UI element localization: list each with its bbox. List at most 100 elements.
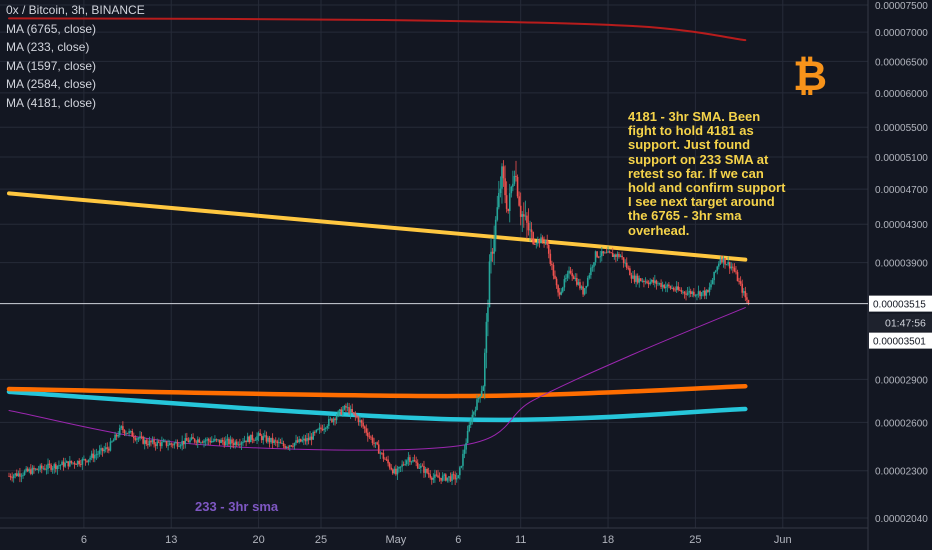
candle-body (585, 285, 587, 289)
legend-ma-6765[interactable]: MA (6765, close) (6, 21, 97, 36)
candle-body (89, 457, 91, 460)
candle-body (44, 468, 46, 470)
candle-body (669, 286, 672, 289)
candle-body (225, 440, 227, 446)
candle-body (201, 442, 204, 444)
candle-body (610, 252, 612, 254)
candle-body (212, 440, 215, 442)
candle-body (421, 465, 424, 467)
candle-body (50, 465, 52, 470)
candle-body (131, 430, 134, 437)
candle-body (387, 459, 389, 464)
candle-body (56, 465, 59, 470)
candle-body (688, 290, 690, 293)
candle-body (17, 473, 20, 477)
legend-ma-1597[interactable]: MA (1597, close) (6, 58, 97, 73)
candle-body (154, 444, 157, 446)
candle-body (382, 453, 385, 459)
candle-body (393, 468, 396, 474)
candle-body (176, 442, 179, 447)
legend-ma-4181[interactable]: MA (4181, close) (6, 95, 97, 110)
candle-body (395, 468, 397, 475)
candle-body (682, 291, 684, 293)
legend-title[interactable]: 0x / Bitcoin, 3h, BINANCE (6, 3, 145, 17)
candle-body (733, 267, 736, 272)
candle-body (16, 473, 18, 477)
candle-body (527, 222, 530, 231)
candle-body (616, 253, 619, 257)
price-tick-label: 0.00005500 (875, 123, 928, 134)
candle-body (508, 193, 511, 212)
candle-body (621, 255, 623, 258)
candle-body (254, 439, 257, 441)
low-price-tag (869, 332, 932, 349)
candle-body (148, 440, 151, 446)
candle-body (28, 469, 31, 472)
candle-body (240, 442, 243, 445)
price-tick-label: 0.00004300 (875, 220, 928, 231)
candle-body (686, 292, 689, 295)
candle-body (427, 472, 430, 475)
candle-body (108, 448, 110, 451)
candle-body (207, 439, 210, 441)
candle-body (675, 286, 678, 291)
candle-body (491, 251, 494, 254)
candle-body (268, 437, 271, 443)
candle-body (513, 175, 516, 184)
chart-legend: 0x / Bitcoin, 3h, BINANCE MA (6765, clos… (6, 1, 145, 112)
candle-body (591, 266, 594, 268)
price-tick-label: 0.00002040 (875, 514, 928, 525)
candle-body (250, 434, 252, 443)
candle-body (109, 441, 112, 451)
candle-body (601, 251, 603, 257)
candle-body (430, 477, 433, 480)
candle-body (279, 442, 282, 444)
legend-ma-233[interactable]: MA (233, close) (6, 40, 90, 54)
candle-body (413, 459, 416, 462)
candle-body (179, 445, 182, 447)
candle-body (463, 449, 466, 454)
candle-body (256, 436, 258, 440)
candle-body (725, 264, 728, 266)
candle-body (359, 420, 361, 422)
candle-body (270, 437, 272, 443)
candle-body (371, 437, 374, 444)
candle-body (608, 251, 611, 253)
candle-body (530, 229, 533, 233)
candle-body (515, 175, 517, 177)
candle-body (312, 432, 314, 440)
price-tick-label: 0.00003900 (875, 259, 928, 270)
candle-body (680, 290, 683, 292)
candle-body (246, 436, 249, 443)
candle-body (465, 442, 467, 450)
candle-body (142, 436, 144, 444)
countdown-label: 01:47:56 (885, 318, 926, 330)
candle-body (607, 251, 609, 253)
candle-body (650, 279, 653, 282)
candle-body (565, 277, 567, 280)
candle-body (566, 273, 569, 278)
candle-body (747, 299, 750, 305)
candle-body (529, 229, 531, 231)
candle-body (586, 277, 589, 286)
candle-body (332, 418, 335, 422)
candle-body (590, 267, 592, 276)
candle-body (195, 441, 197, 443)
candle-body (125, 432, 127, 434)
candle-body (203, 440, 205, 443)
legend-ma-2584[interactable]: MA (2584, close) (6, 77, 97, 91)
candle-body (381, 452, 383, 454)
time-tick-label: 11 (515, 534, 526, 546)
candle-body (691, 291, 694, 294)
candle-body (482, 386, 485, 392)
candle-body (94, 454, 96, 459)
candle-body (697, 291, 700, 295)
candle-body (139, 436, 141, 439)
candle-body (162, 441, 165, 442)
candle-body (106, 447, 109, 449)
ma-line-2584 (6, 389, 748, 423)
candle-body (459, 467, 461, 476)
candle-body (655, 280, 658, 285)
candle-body (627, 267, 630, 269)
